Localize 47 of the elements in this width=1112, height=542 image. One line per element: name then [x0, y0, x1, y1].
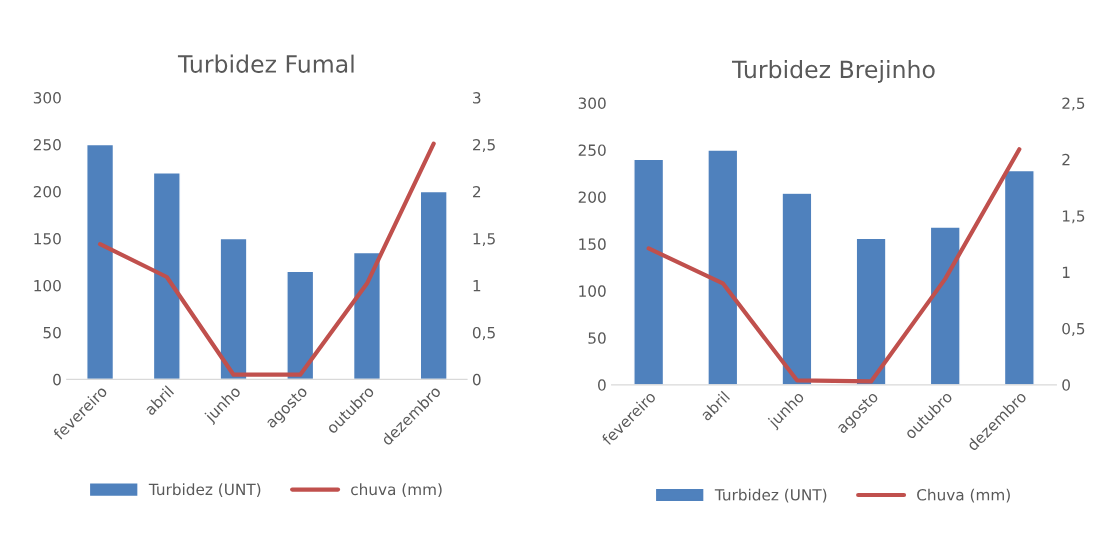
y2-tick-label: 1,5: [1062, 210, 1085, 224]
y2-tick-label: 2,5: [1062, 97, 1085, 111]
bar: [419, 190, 448, 380]
y-tick-label: 50: [588, 332, 606, 344]
y-tick-label: 150: [34, 232, 61, 245]
y-tick-label: 100: [579, 285, 606, 297]
y2-tick-label: 1: [1062, 266, 1070, 278]
bar: [86, 143, 115, 380]
bar: [152, 172, 181, 380]
y-tick-label: 50: [43, 326, 61, 339]
legend-label: Turbidez (UNT): [148, 483, 261, 497]
legend-label: chuva (mm): [351, 483, 442, 497]
y2-tick-label: 0,5: [1062, 322, 1085, 337]
legend-label: Turbidez (UNT): [714, 488, 827, 503]
y2-tick-label: 3: [473, 92, 481, 104]
y-tick-label: 200: [33, 185, 61, 198]
y-tick-label: 300: [578, 97, 606, 109]
bar: [929, 226, 961, 385]
y-tick-label: 150: [579, 238, 606, 250]
y2-tick-label: 2: [1062, 153, 1070, 166]
y-tick-label: 300: [33, 92, 61, 104]
y-tick-label: 200: [578, 191, 606, 203]
y-tick-label: 0: [53, 373, 61, 386]
y2-tick-label: 0: [1062, 379, 1070, 391]
bar: [219, 237, 248, 380]
y-tick-label: 250: [33, 139, 61, 151]
chart-title: Turbidez Brejinho: [731, 60, 935, 83]
bar: [352, 251, 381, 380]
y-tick-label: 250: [578, 144, 606, 156]
bar: [286, 270, 315, 380]
y2-tick-label: 1: [473, 280, 481, 292]
line-series: [646, 147, 1022, 384]
bar: [855, 237, 887, 385]
y2-tick-label: 0: [472, 373, 481, 386]
y2-tick-label: 0,5: [472, 326, 495, 341]
bar: [633, 158, 665, 385]
y2-tick-label: 2: [473, 185, 481, 198]
bar: [781, 192, 813, 385]
y-tick-label: 0: [598, 379, 606, 391]
bar: [1003, 169, 1035, 385]
chart-title: Turbidez Fumal: [177, 54, 354, 73]
bar: [707, 149, 739, 385]
legend-label: Chuva (mm): [917, 488, 1010, 503]
y-tick-label: 100: [34, 279, 61, 292]
y2-tick-label: 2,5: [473, 139, 495, 153]
line-series: [97, 141, 436, 377]
y2-tick-label: 1,5: [473, 233, 495, 247]
